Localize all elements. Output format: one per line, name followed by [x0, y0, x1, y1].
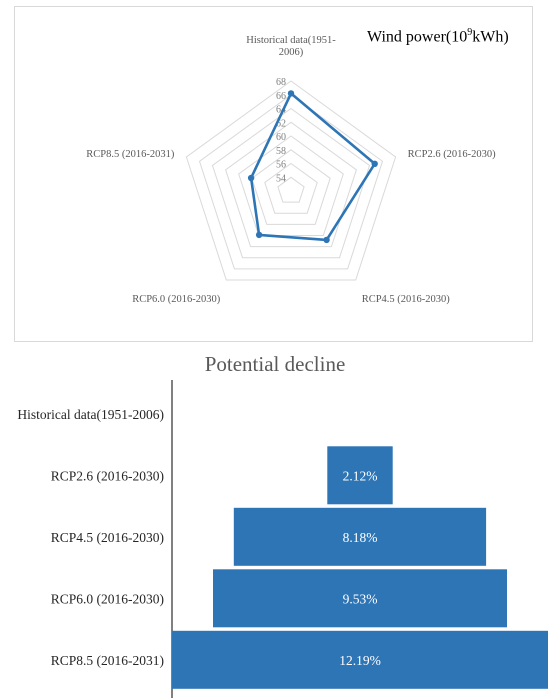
bar-rect	[213, 569, 507, 628]
radar-category-label-line: Historical data(1951-	[246, 35, 336, 46]
radar-category-label: RCP6.0 (2016-2030)	[132, 294, 221, 305]
bar-rect	[172, 630, 548, 689]
radar-category-label-line: RCP2.6 (2016-2030)	[408, 149, 497, 160]
radar-grid-ring	[198, 94, 384, 270]
radar-grid-ring	[277, 176, 305, 203]
bar-chart-title: Potential decline	[204, 352, 346, 376]
radar-series-line	[249, 92, 377, 242]
radar-category-label: RCP4.5 (2016-2030)	[362, 294, 451, 305]
bar-category-label: RCP2.6 (2016-2030)	[51, 468, 164, 483]
radar-category-label-line: RCP8.5 (2016-2031)	[86, 149, 175, 160]
radar-tick-label: 66	[276, 91, 286, 102]
bar-rect	[327, 446, 393, 505]
bar-category-label: Historical data(1951-2006)	[17, 407, 164, 422]
radar-data-point	[371, 160, 378, 167]
bar-category-label: RCP4.5 (2016-2030)	[51, 530, 164, 545]
radar-grid-ring	[238, 135, 344, 236]
bar-data-label: 2.12%	[343, 468, 378, 483]
radar-category-label: RCP2.6 (2016-2030)	[408, 149, 497, 160]
radar-grid-ring	[251, 149, 331, 225]
radar-chart: 54 56 58 60 62 64 66 68 Historical data(1951-200…	[86, 35, 497, 305]
radar-tick-label: 54	[276, 173, 286, 184]
radar-category-label: Historical data(1951-2006)	[246, 35, 336, 58]
radar-tick-label: 60	[276, 132, 286, 143]
radar-tick-label: 64	[276, 105, 286, 116]
radar-tick-label: 56	[276, 160, 286, 171]
radar-chart-panel: 54 56 58 60 62 64 66 68 Historical data(1951-200…	[14, 6, 533, 342]
radar-grid-ring	[264, 162, 318, 214]
radar-tick-label: 68	[276, 77, 286, 88]
radar-data-point	[247, 174, 255, 182]
radar-grid-ring	[185, 80, 397, 281]
bar-data-label: 8.18%	[343, 530, 378, 545]
radar-data-point	[323, 236, 330, 244]
bar-category-label: RCP6.0 (2016-2030)	[51, 591, 164, 606]
radar-tick-label: 58	[276, 146, 286, 157]
radar-data-point	[287, 90, 295, 97]
bar-chart: Historical data(1951-2006) RCP2.6 (2016-2…	[17, 380, 548, 698]
radar-category-label-line: 2006)	[279, 47, 304, 58]
radar-category-label-line: RCP4.5 (2016-2030)	[362, 294, 451, 305]
radar-category-label: RCP8.5 (2016-2031)	[86, 149, 175, 160]
radar-grid-ring	[211, 107, 371, 259]
bar-category-label: RCP8.5 (2016-2031)	[51, 653, 164, 668]
bar-data-label: 12.19%	[339, 653, 381, 668]
bar-rect	[233, 507, 487, 566]
radar-grid-ring	[225, 121, 357, 248]
radar-data-point	[255, 231, 263, 239]
radar-grid	[185, 80, 397, 281]
bar-data-label: 9.53%	[343, 591, 378, 606]
radar-tick-label: 62	[276, 118, 286, 129]
radar-category-label-line: RCP6.0 (2016-2030)	[132, 294, 221, 305]
radar-chart-title: Wind power(109kWh)	[367, 27, 509, 46]
